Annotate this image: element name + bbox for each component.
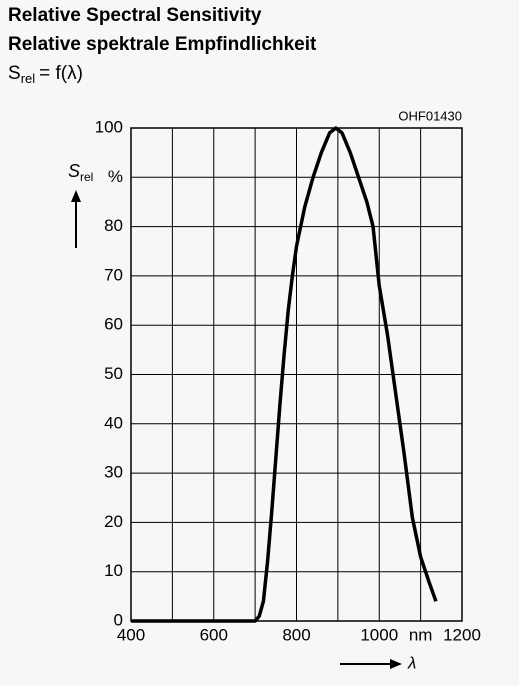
y-tick-label: 40 — [104, 413, 123, 432]
formula-subscript: rel — [21, 71, 36, 86]
x-axis-label: λ — [407, 653, 416, 672]
subtitle: Relative spektrale Empfindlichkeit — [8, 34, 317, 55]
plot-frame — [130, 127, 463, 622]
x-tick-label: 1200 — [443, 625, 481, 644]
y-tick-label: % — [108, 167, 123, 186]
x-arrow-head — [390, 659, 402, 669]
y-tick-label: 70 — [104, 265, 123, 284]
x-tick-label: 800 — [282, 625, 310, 644]
x-tick-label: 1000 — [360, 625, 398, 644]
y-tick-label: 0 — [114, 610, 123, 629]
y-arrow-head — [71, 190, 81, 202]
formula-rest: = f(λ) — [39, 63, 83, 84]
y-axis-label: Srel — [68, 161, 93, 184]
y-tick-label: 10 — [104, 561, 123, 580]
figure-code: OHF01430 — [398, 108, 462, 123]
formula: Srel = f(λ) — [8, 63, 83, 86]
y-tick-label: 30 — [104, 463, 123, 482]
x-tick-label: 400 — [117, 625, 145, 644]
title: Relative Spectral Sensitivity — [8, 5, 262, 26]
y-tick-label: 60 — [104, 315, 123, 334]
x-tick-label: nm — [409, 625, 433, 644]
y-label-subscript: rel — [80, 170, 93, 184]
y-tick-label: 80 — [104, 216, 123, 235]
y-label-symbol: S — [68, 161, 80, 181]
y-tick-label: 50 — [104, 364, 123, 383]
data-line — [131, 126, 438, 623]
formula-symbol: S — [8, 63, 21, 84]
x-tick-label: 600 — [200, 625, 228, 644]
y-tick-label: 20 — [104, 512, 123, 531]
y-tick-label: 100 — [95, 117, 123, 136]
